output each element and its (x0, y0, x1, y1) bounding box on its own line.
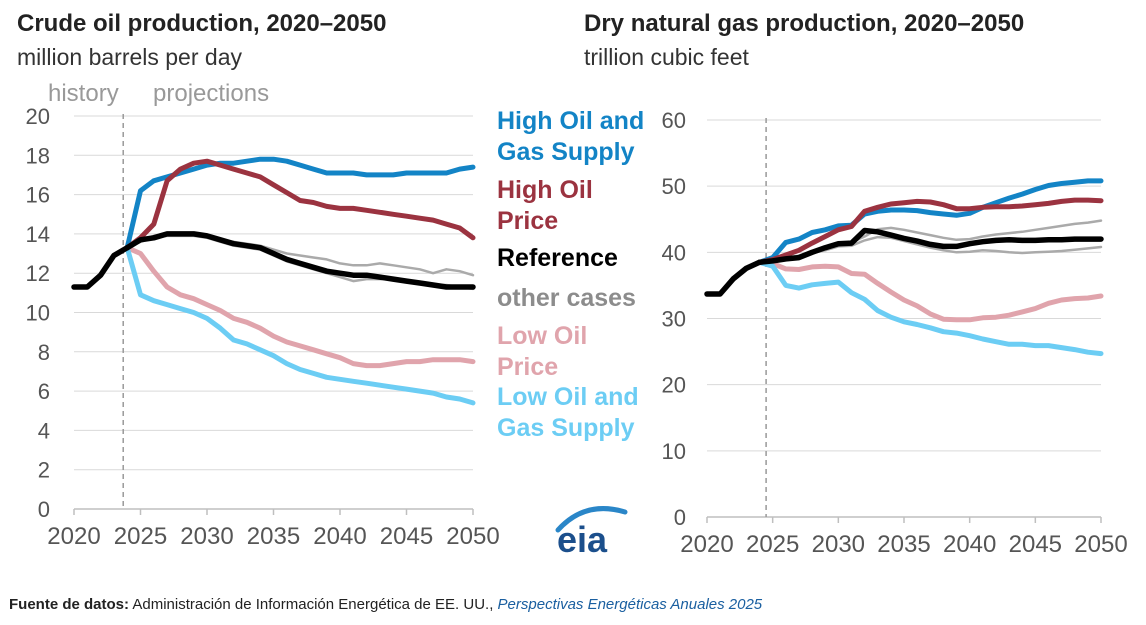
y-tick-label: 10 (26, 301, 50, 326)
series-line-low-oil-price (757, 259, 1104, 323)
y-tick-label: 40 (662, 240, 686, 265)
y-tick-label: 0 (38, 497, 50, 522)
series-line-low-oil-and-gas-supply (757, 259, 1104, 357)
projections-label: projections (153, 80, 269, 107)
legend-item-line: Gas Supply (497, 414, 635, 442)
y-tick-label: 18 (26, 143, 50, 168)
y-tick-label: 6 (38, 379, 50, 404)
source-text: Administración de Información Energética… (132, 596, 494, 613)
x-tick-label: 2050 (446, 523, 499, 550)
legend-item-high-oil-price: High Oil Price (497, 176, 593, 235)
y-tick-label: 20 (26, 104, 50, 129)
eia-logo: eia (555, 506, 628, 560)
series-line-history (71, 244, 130, 290)
y-tick-label: 12 (26, 261, 50, 286)
x-tick-label: 2020 (680, 531, 733, 558)
y-tick-label: 2 (38, 458, 50, 483)
x-tick-label: 2050 (1074, 531, 1127, 558)
y-tick-label: 50 (662, 174, 686, 199)
y-tick-label: 8 (38, 340, 50, 365)
series-line-low-oil-and-gas-supply (124, 245, 476, 406)
series-line-reference (124, 231, 476, 290)
legend-item-line: Price (497, 353, 558, 381)
x-tick-label: 2045 (380, 523, 433, 550)
y-tick-label: 60 (662, 108, 686, 133)
x-tick-label: 2035 (247, 523, 300, 550)
legend-item-line: Price (497, 207, 558, 235)
x-tick-label: 2025 (746, 531, 799, 558)
right-chart-subtitle: trillion cubic feet (584, 44, 749, 70)
series-line-low-oil-price (124, 245, 476, 369)
y-tick-label: 14 (26, 222, 50, 247)
series-line-reference (756, 227, 1104, 266)
eia-logo-swoosh (555, 506, 628, 533)
x-tick-label: 2035 (877, 531, 930, 558)
legend-item-line: other cases (497, 284, 636, 312)
series-line-high-oil-price (124, 158, 476, 251)
legend-item-low-oil-price: Low Oil Price (497, 322, 587, 381)
series-line-high-oil-and-gas-supply (124, 156, 476, 251)
left-chart-subtitle: million barrels per day (17, 44, 242, 70)
source-publication-link[interactable]: Perspectivas Energéticas Anuales 2025 (497, 596, 763, 613)
source-label: Fuente de datos: (9, 596, 130, 613)
series-line-high-oil-price (757, 197, 1104, 265)
eia-logo-text: eia (557, 519, 608, 560)
right-chart-title: Dry natural gas production, 2020–2050 (584, 10, 1025, 37)
left-chart-title: Crude oil production, 2020–2050 (17, 10, 387, 37)
x-tick-label: 2045 (1009, 531, 1062, 558)
legend-item-reference: Reference (497, 244, 618, 272)
x-tick-label: 2020 (47, 523, 100, 550)
series-line-other-cases (125, 232, 475, 277)
legend-item-line: Reference (497, 244, 618, 272)
series-line-high-oil-and-gas-supply (757, 178, 1104, 265)
y-tick-label: 4 (38, 418, 50, 443)
y-tick-label: 30 (662, 307, 686, 332)
x-tick-label: 2040 (313, 523, 366, 550)
x-tick-label: 2025 (114, 523, 167, 550)
x-tick-label: 2030 (180, 523, 233, 550)
y-tick-label: 16 (26, 183, 50, 208)
legend-item-other-cases: other cases (497, 284, 636, 312)
legend-item-line: High Oil (497, 176, 593, 204)
x-tick-label: 2030 (812, 531, 865, 558)
legend-item-line: Gas Supply (497, 138, 635, 166)
legend-item-line: Low Oil (497, 322, 587, 350)
history-label: history (48, 80, 119, 107)
y-tick-label: 0 (674, 505, 686, 530)
y-tick-label: 10 (662, 439, 686, 464)
series-line-history (704, 259, 763, 297)
y-tick-label: 20 (662, 373, 686, 398)
legend: High Oil and Gas Supply High Oil Price Refer… (497, 107, 644, 442)
legend-item-high-oil-and-gas-supply: High Oil and Gas Supply (497, 107, 644, 166)
legend-item-line: High Oil and (497, 107, 644, 135)
source-note: Fuente de datos: Administración de Infor… (9, 596, 762, 613)
x-tick-label: 2040 (943, 531, 996, 558)
legend-item-low-oil-and-gas-supply: Low Oil and Gas Supply (497, 383, 639, 442)
legend-item-line: Low Oil and (497, 383, 639, 411)
